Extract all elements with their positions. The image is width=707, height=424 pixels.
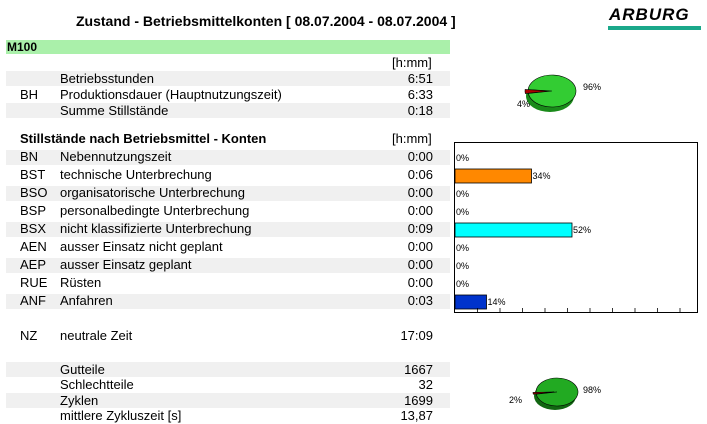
teile-pie-rest-label: 2% (509, 395, 523, 405)
bar-label-aen: 0% (456, 243, 469, 253)
teile-row-label: Gutteile (60, 362, 105, 377)
bh-pie-main-label: 96% (583, 82, 602, 92)
bar-label-bsx: 52% (573, 225, 591, 235)
stillstand-code: ANF (20, 293, 46, 308)
stillstaende-unit-label: [h:mm] (392, 131, 432, 146)
stillstaende-bar-chart: 0% 34% 0% 0% 52% 0% 0% 0% 14% (454, 142, 698, 313)
bh-row-value: 6:51 (407, 71, 433, 86)
teile-row-value: 32 (418, 377, 433, 392)
pie-slice-main (527, 74, 577, 108)
stillstand-label: Rüsten (60, 275, 102, 290)
row-band (6, 222, 450, 237)
bar-label-anf: 14% (488, 297, 506, 307)
stillstand-value: 0:03 (407, 293, 433, 308)
row-band (6, 103, 450, 118)
bh-code: BH (20, 87, 39, 102)
stillstand-value: 0:00 (407, 203, 433, 218)
row-band (6, 258, 450, 273)
stillstand-value: 0:00 (407, 149, 433, 164)
nz-label: neutrale Zeit (60, 328, 133, 343)
bar-label-bn: 0% (456, 153, 469, 163)
bar-label-bst: 34% (533, 171, 551, 181)
stillstand-code: AEN (20, 239, 47, 254)
row-band (6, 393, 450, 408)
stillstand-value: 0:06 (407, 167, 433, 182)
stillstand-code: AEP (20, 257, 47, 272)
bh-pie-chart (524, 74, 577, 112)
teile-pie-chart (532, 377, 579, 410)
bh-unit-label: [h:mm] (392, 55, 432, 70)
teile-row-label: Schlechtteile (60, 377, 134, 392)
stillstand-value: 0:00 (407, 257, 433, 272)
report-title: Zustand - Betriebsmittelkonten [ 08.07.2… (76, 13, 456, 29)
bar-label-rue: 0% (456, 279, 469, 289)
teile-row-value: 1699 (404, 393, 433, 408)
machine-label: M100 (7, 40, 38, 54)
bh-row-value: 6:33 (407, 87, 433, 102)
stillstand-code: BST (20, 167, 46, 182)
stillstand-label: Anfahren (60, 293, 113, 308)
bh-row-label: Summe Stillstände (60, 103, 169, 118)
stillstand-label: personalbedingte Unterbrechung (60, 203, 250, 218)
stillstand-label: ausser Einsatz nicht geplant (60, 239, 223, 254)
stillstand-code: BSX (20, 221, 47, 236)
stillstaende-heading: Stillstände nach Betriebsmittel - Konten (20, 131, 267, 146)
bar-label-aep: 0% (456, 261, 469, 271)
stillstand-value: 0:09 (407, 221, 433, 236)
bar-label-bso: 0% (456, 189, 469, 199)
bh-row-value: 0:18 (407, 103, 433, 118)
bh-row-label: Betriebsstunden (60, 71, 154, 86)
teile-row-label: Zyklen (60, 393, 99, 408)
stillstand-label: organisatorische Unterbrechung (60, 185, 245, 200)
row-band (6, 150, 450, 165)
bh-row-label: Produktionsdauer (Hauptnutzungszeit) (60, 87, 282, 102)
row-band (6, 294, 450, 309)
arburg-logo: ARBURG (609, 5, 690, 24)
logo-underline (608, 26, 701, 30)
machine-header-bar (6, 40, 450, 54)
teile-row-label: mittlere Zykluszeit [s] (60, 408, 182, 423)
bar-label-bsp: 0% (456, 207, 469, 217)
stillstand-value: 0:00 (407, 239, 433, 254)
nz-code: NZ (20, 328, 38, 343)
stillstand-label: ausser Einsatz geplant (60, 257, 192, 272)
row-band (6, 71, 450, 86)
nz-value: 17:09 (400, 328, 433, 343)
bh-pie-rest-label: 4% (517, 99, 531, 109)
stillstand-label: technische Unterbrechung (60, 167, 212, 182)
teile-row-value: 1667 (404, 362, 433, 377)
bar-bst (455, 168, 532, 184)
bar-bsx (455, 222, 573, 238)
bar-chart-canvas: 0% 34% 0% 0% 52% 0% 0% 0% 14% (455, 153, 681, 312)
stillstand-value: 0:00 (407, 185, 433, 200)
stillstand-label: nicht klassifizierte Unterbrechung (60, 221, 252, 236)
pie-slice-rest (524, 89, 550, 94)
pie-slice-main (535, 377, 579, 407)
stillstand-code: BSP (20, 203, 47, 218)
stillstand-code: BSO (20, 185, 48, 200)
stillstand-code: BN (20, 149, 39, 164)
bar-anf (455, 294, 487, 310)
pie-slice-rest (532, 391, 555, 395)
stillstand-code: RUE (20, 275, 48, 290)
teile-pie-main-label: 98% (583, 385, 602, 395)
teile-row-value: 13,87 (400, 408, 433, 423)
stillstand-value: 0:00 (407, 275, 433, 290)
row-band (6, 186, 450, 201)
row-band (6, 362, 450, 377)
stillstand-label: Nebennutzungszeit (60, 149, 172, 164)
